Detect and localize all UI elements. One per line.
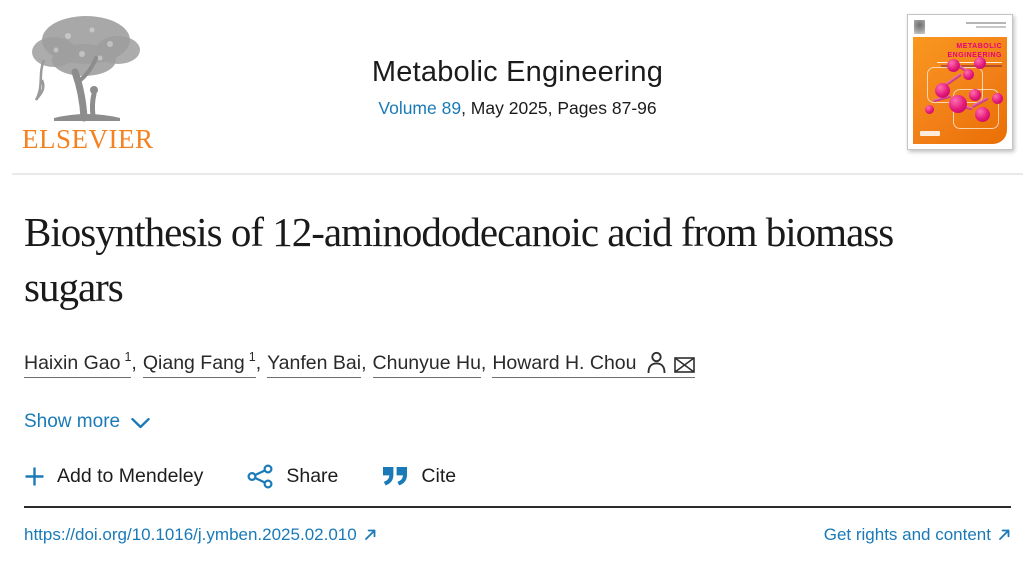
cover-elsevier-mini-logo-icon	[914, 20, 925, 34]
cite-label: Cite	[421, 464, 457, 487]
rights-and-content-link[interactable]: Get rights and content	[824, 525, 1011, 545]
footer-links: https://doi.org/10.1016/j.ymben.2025.02.…	[24, 525, 1011, 545]
author-list: Haixin Gao 1, Qiang Fang 1, Yanfen Bai, Chuny…	[24, 350, 1011, 378]
show-more-label: Show more	[24, 410, 121, 432]
cite-quote-icon	[382, 466, 409, 487]
add-to-mendeley-button[interactable]: Add to Mendeley	[24, 465, 203, 488]
author-profile-icon	[647, 351, 665, 373]
elsevier-logo[interactable]: ELSEVIER	[22, 10, 154, 155]
external-link-icon	[364, 529, 376, 540]
share-label: Share	[286, 464, 339, 487]
footer-divider	[24, 505, 1011, 508]
action-toolbar: Add to Mendeley Share Cite	[24, 464, 1011, 489]
author-link[interactable]: Chunyue Hu	[372, 351, 481, 378]
doi-link[interactable]: https://doi.org/10.1016/j.ymben.2025.02.…	[24, 525, 377, 545]
cover-rule	[937, 62, 1002, 64]
author-link[interactable]: Howard H. Chou	[492, 351, 695, 378]
cite-button[interactable]: Cite	[382, 465, 456, 488]
show-more-button[interactable]: Show more	[24, 411, 150, 433]
author-affiliation-superscript: 1	[248, 350, 256, 365]
issue-info: , May 2025, Pages 87-96	[461, 98, 657, 118]
cover-journal-title: METABOLIC ENGINEERING	[947, 43, 1002, 60]
author-affiliation-superscript: 1	[124, 350, 132, 365]
article-body: Biosynthesis of 12-aminododecanoic acid …	[0, 205, 1035, 545]
corresponding-author-envelope-icon	[673, 356, 695, 373]
author-separator: ,	[361, 351, 367, 374]
elsevier-tree-icon	[32, 16, 140, 122]
cover-issue-text-bar	[976, 26, 1006, 28]
author-link[interactable]: Yanfen Bai	[267, 351, 362, 378]
share-icon	[247, 464, 274, 489]
volume-link[interactable]: Volume 89	[378, 98, 462, 118]
author-separator: ,	[255, 351, 262, 374]
cover-issue-text-bar	[966, 22, 1006, 24]
add-to-mendeley-label: Add to Mendeley	[57, 464, 204, 487]
share-button[interactable]: Share	[247, 464, 338, 489]
journal-header: Metabolic Engineering Volume 89, May 202…	[372, 56, 663, 119]
author-link[interactable]: Haixin Gao 1	[24, 350, 132, 378]
author-separator: ,	[480, 351, 487, 374]
cover-art: METABOLIC ENGINEERING	[913, 37, 1007, 144]
journal-cover-thumbnail[interactable]: METABOLIC ENGINEERING	[907, 14, 1013, 150]
plus-icon	[24, 466, 45, 487]
journal-title-link[interactable]: Metabolic Engineering	[371, 56, 664, 88]
cover-bottom-logo-bar	[920, 131, 940, 136]
journal-issue-line: Volume 89, May 2025, Pages 87-96	[372, 98, 663, 119]
cover-subtitle-bar	[941, 65, 1002, 68]
elsevier-wordmark: ELSEVIER	[22, 124, 154, 154]
author-link[interactable]: Qiang Fang 1	[142, 350, 256, 378]
article-header: ELSEVIER Metabolic Engineering Volume 89…	[0, 0, 1035, 175]
external-link-icon	[999, 529, 1010, 540]
header-divider	[12, 173, 1023, 175]
chevron-down-icon	[131, 417, 150, 428]
article-title: Biosynthesis of 12-aminododecanoic acid …	[24, 209, 894, 310]
author-separator: ,	[131, 351, 137, 374]
